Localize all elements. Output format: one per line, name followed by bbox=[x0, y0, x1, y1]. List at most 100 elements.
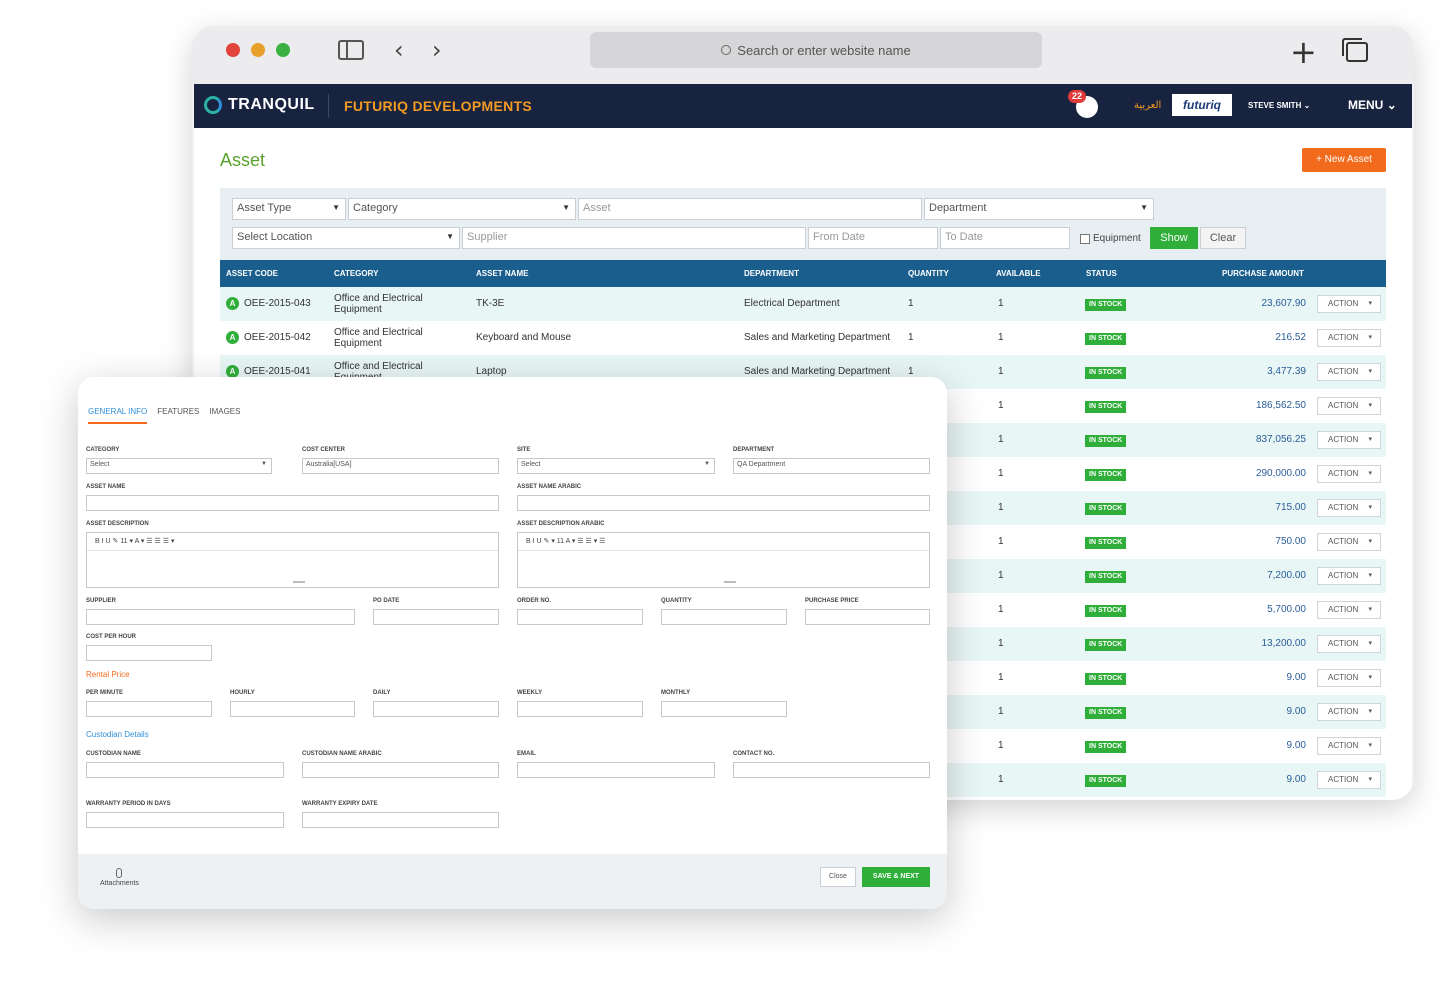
app-logo[interactable]: TRANQUIL bbox=[204, 96, 315, 114]
resize-grip-icon[interactable] bbox=[292, 581, 305, 583]
action-dropdown-button[interactable]: ACTION bbox=[1317, 329, 1381, 347]
supplier-input[interactable] bbox=[86, 609, 355, 625]
per-minute-input[interactable] bbox=[86, 701, 212, 717]
action-dropdown-button[interactable]: ACTION bbox=[1317, 635, 1381, 653]
action-dropdown-button[interactable]: ACTION bbox=[1317, 669, 1381, 687]
resize-grip-icon[interactable] bbox=[723, 581, 736, 583]
column-header[interactable]: AVAILABLE bbox=[996, 269, 1041, 278]
category-select[interactable]: Category ▼ bbox=[348, 198, 576, 220]
asset-name-input[interactable] bbox=[86, 495, 499, 511]
asset-name-arabic-input[interactable] bbox=[517, 495, 930, 511]
company-name: FUTURIQ DEVELOPMENTS bbox=[344, 98, 533, 114]
site-select[interactable]: Select ▼ bbox=[517, 458, 715, 474]
equipment-checkbox[interactable] bbox=[1080, 233, 1090, 244]
close-button[interactable]: Close bbox=[820, 867, 856, 887]
contact-no-input[interactable] bbox=[733, 762, 930, 778]
supplier-input[interactable]: Supplier bbox=[462, 227, 806, 249]
warranty-expiry-label: WARRANTY EXPIRY DATE bbox=[302, 801, 378, 807]
action-dropdown-button[interactable]: ACTION bbox=[1317, 295, 1381, 313]
user-menu[interactable]: STEVE SMITH ⌄ bbox=[1248, 101, 1310, 110]
table-row[interactable]: A OEE-2015-043 Office and Electrical Equip… bbox=[220, 287, 1386, 321]
action-dropdown-button[interactable]: ACTION bbox=[1317, 431, 1381, 449]
clear-button[interactable]: Clear bbox=[1200, 227, 1246, 249]
email-input[interactable] bbox=[517, 762, 715, 778]
category-select[interactable]: Select ▼ bbox=[86, 458, 272, 474]
column-header[interactable]: ASSET CODE bbox=[226, 269, 279, 278]
order-no-input[interactable] bbox=[517, 609, 643, 625]
action-dropdown-button[interactable]: ACTION bbox=[1317, 465, 1381, 483]
column-header[interactable]: DEPARTMENT bbox=[744, 269, 799, 278]
attachments-button[interactable]: Attachments bbox=[100, 868, 139, 887]
action-dropdown-button[interactable]: ACTION bbox=[1317, 567, 1381, 585]
cost-center-input[interactable]: Australia[USA] bbox=[302, 458, 499, 474]
new-asset-button[interactable]: + New Asset bbox=[1302, 148, 1386, 172]
daily-input[interactable] bbox=[373, 701, 499, 717]
hourly-input[interactable] bbox=[230, 701, 355, 717]
language-switch-link[interactable]: العربية bbox=[1134, 100, 1162, 111]
action-dropdown-button[interactable]: ACTION bbox=[1317, 771, 1381, 789]
asset-description-editor[interactable]: B I U ✎ 11 ▾ A ▾ ☰ ☰ ☰ ▾ bbox=[86, 532, 499, 588]
equipment-checkbox-wrap[interactable]: Equipment bbox=[1080, 233, 1141, 244]
table-row[interactable]: A OEE-2015-042 Office and Electrical Equip… bbox=[220, 321, 1386, 355]
main-menu-button[interactable]: MENU ⌄ bbox=[1348, 98, 1397, 112]
show-button[interactable]: Show bbox=[1150, 227, 1198, 249]
column-header[interactable]: CATEGORY bbox=[334, 269, 379, 278]
action-dropdown-button[interactable]: ACTION bbox=[1317, 533, 1381, 551]
tab-features[interactable]: FEATURES bbox=[157, 407, 200, 416]
app-header: TRANQUIL FUTURIQ DEVELOPMENTS 22 العربية… bbox=[194, 84, 1412, 128]
po-date-input[interactable] bbox=[373, 609, 499, 625]
editor-toolbar[interactable]: B I U ✎ ▾ 11 A ▾ ☰ ☰ ▾ ☰ bbox=[518, 533, 929, 551]
monthly-input[interactable] bbox=[661, 701, 787, 717]
sidebar-toggle-icon[interactable] bbox=[338, 40, 364, 60]
action-dropdown-button[interactable]: ACTION bbox=[1317, 363, 1381, 381]
tab-overview-icon[interactable] bbox=[1342, 38, 1368, 62]
asset-code-cell[interactable]: OEE-2015-042 bbox=[244, 332, 311, 343]
asset-code-cell[interactable]: OEE-2015-043 bbox=[244, 298, 311, 309]
action-dropdown-button[interactable]: ACTION bbox=[1317, 737, 1381, 755]
available-cell: 1 bbox=[998, 434, 1004, 445]
available-cell: 1 bbox=[998, 332, 1004, 343]
warranty-period-input[interactable] bbox=[86, 812, 284, 828]
asset-description-arabic-editor[interactable]: B I U ✎ ▾ 11 A ▾ ☰ ☰ ▾ ☰ bbox=[517, 532, 930, 588]
save-and-next-button[interactable]: SAVE & NEXT bbox=[862, 867, 930, 887]
purchase-price-input[interactable] bbox=[805, 609, 930, 625]
maximize-window-button[interactable] bbox=[276, 43, 290, 57]
address-placeholder: Search or enter website name bbox=[737, 42, 911, 58]
department-select[interactable]: Department ▼ bbox=[924, 198, 1154, 220]
asset-code-cell[interactable]: OEE-2015-041 bbox=[244, 366, 311, 377]
cost-per-hour-input[interactable] bbox=[86, 645, 212, 661]
column-header[interactable]: QUANTITY bbox=[908, 269, 949, 278]
hourly-label: HOURLY bbox=[230, 690, 255, 696]
forward-arrow-icon[interactable]: › bbox=[432, 36, 442, 64]
from-date-input[interactable]: From Date bbox=[808, 227, 938, 249]
weekly-input[interactable] bbox=[517, 701, 643, 717]
address-bar[interactable]: Search or enter website name bbox=[590, 32, 1042, 68]
quantity-input[interactable] bbox=[661, 609, 787, 625]
column-header[interactable]: STATUS bbox=[1086, 269, 1117, 278]
attachments-label: Attachments bbox=[100, 880, 139, 887]
category-cell: Office and Electrical Equipment bbox=[334, 327, 423, 349]
tab-general-info[interactable]: GENERAL INFO bbox=[88, 407, 148, 424]
action-dropdown-button[interactable]: ACTION bbox=[1317, 601, 1381, 619]
asset-type-select[interactable]: Asset Type ▼ bbox=[232, 198, 346, 220]
column-header[interactable]: ASSET NAME bbox=[476, 269, 529, 278]
warranty-expiry-input[interactable] bbox=[302, 812, 499, 828]
location-select[interactable]: Select Location ▼ bbox=[232, 227, 460, 249]
custodian-name-input[interactable] bbox=[86, 762, 284, 778]
tab-images[interactable]: IMAGES bbox=[209, 407, 241, 416]
action-dropdown-button[interactable]: ACTION bbox=[1317, 703, 1381, 721]
purchase-amount-cell: 186,562.50 bbox=[1255, 400, 1306, 411]
asset-input[interactable]: Asset bbox=[578, 198, 922, 220]
editor-toolbar[interactable]: B I U ✎ 11 ▾ A ▾ ☰ ☰ ☰ ▾ bbox=[87, 533, 498, 551]
custodian-name-arabic-input[interactable] bbox=[302, 762, 499, 778]
to-date-input[interactable]: To Date bbox=[940, 227, 1070, 249]
header-divider bbox=[328, 94, 329, 118]
close-window-button[interactable] bbox=[226, 43, 240, 57]
action-dropdown-button[interactable]: ACTION bbox=[1317, 499, 1381, 517]
column-header[interactable]: PURCHASE AMOUNT bbox=[1222, 269, 1304, 278]
department-input[interactable]: QA Department bbox=[733, 458, 930, 474]
new-tab-plus-icon[interactable]: + bbox=[1290, 33, 1317, 71]
minimize-window-button[interactable] bbox=[251, 43, 265, 57]
back-arrow-icon[interactable]: ‹ bbox=[394, 36, 404, 64]
action-dropdown-button[interactable]: ACTION bbox=[1317, 397, 1381, 415]
